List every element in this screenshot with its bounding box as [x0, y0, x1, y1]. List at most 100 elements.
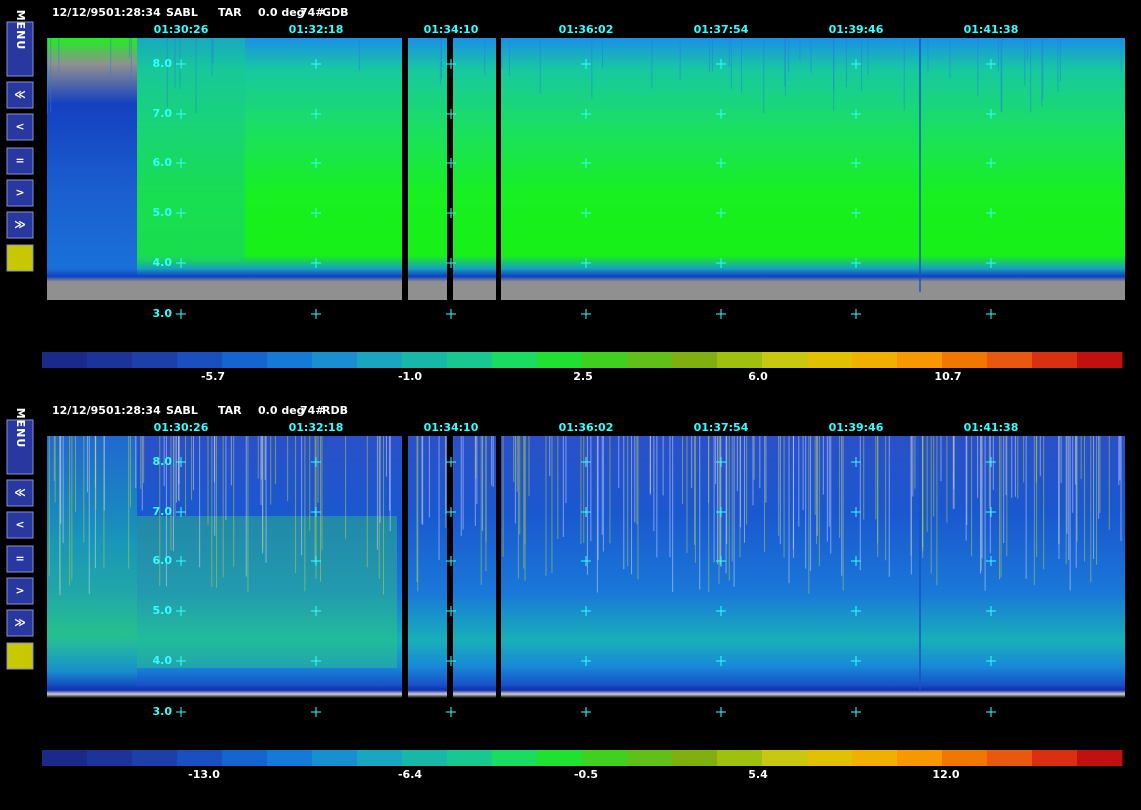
- nav-button-label[interactable]: =: [15, 154, 24, 167]
- time-label: 01:37:54: [694, 23, 749, 36]
- texture: [694, 436, 696, 563]
- nav-button-label[interactable]: <: [15, 518, 24, 531]
- texture: [765, 436, 767, 503]
- texture: [699, 436, 701, 590]
- texture: [75, 436, 77, 512]
- texture: [989, 436, 991, 554]
- altitude-label: 6.0: [153, 554, 173, 567]
- texture: [997, 38, 999, 73]
- texture: [669, 436, 671, 558]
- nav-button-label[interactable]: ≫: [14, 616, 26, 629]
- color-button[interactable]: [6, 642, 34, 670]
- profile-image: [47, 436, 1125, 698]
- altitude-label: 6.0: [153, 156, 173, 169]
- texture: [679, 38, 681, 80]
- nav-button[interactable]: [6, 511, 34, 539]
- texture: [314, 436, 316, 564]
- nav-button[interactable]: [6, 81, 34, 109]
- colorbar-cell: [627, 352, 673, 368]
- nav-button[interactable]: [6, 545, 34, 573]
- texture: [128, 436, 130, 569]
- header-angle: 0.0 deg: [258, 404, 305, 417]
- time-label: 01:37:54: [694, 421, 749, 434]
- texture: [841, 436, 843, 576]
- texture: [627, 436, 629, 567]
- nav-button-label[interactable]: =: [15, 552, 24, 565]
- texture: [979, 436, 981, 574]
- texture: [875, 436, 877, 520]
- nav-button-label[interactable]: ≪: [14, 88, 26, 101]
- texture: [728, 38, 730, 67]
- texture: [1066, 436, 1068, 534]
- altitude-label: 7.0: [153, 107, 173, 120]
- colorbar-cell: [447, 750, 493, 766]
- time-label: 01:30:26: [154, 23, 209, 36]
- colorbar-cell: [267, 750, 313, 766]
- texture: [320, 436, 322, 582]
- nav-button[interactable]: [6, 113, 34, 141]
- texture: [1014, 436, 1016, 497]
- nav-button[interactable]: [6, 147, 34, 175]
- altitude-label: 3.0: [153, 307, 173, 320]
- texture: [514, 436, 516, 524]
- texture: [83, 436, 85, 543]
- texture: [609, 436, 611, 544]
- texture: [1118, 436, 1120, 486]
- profile-edge: [919, 38, 921, 292]
- nav-button[interactable]: [6, 609, 34, 637]
- texture: [462, 436, 464, 530]
- colorbar-cell: [852, 352, 898, 368]
- nav-button-label[interactable]: >: [15, 186, 24, 199]
- header-time: 01:28:34: [106, 404, 161, 417]
- texture: [586, 436, 588, 575]
- texture: [475, 436, 477, 479]
- texture: [199, 436, 201, 568]
- texture: [1075, 436, 1077, 485]
- colorbar-cell: [987, 352, 1033, 368]
- nav-button-label[interactable]: ≫: [14, 218, 26, 231]
- texture: [274, 436, 276, 485]
- texture: [740, 38, 742, 93]
- nav-button[interactable]: [6, 577, 34, 605]
- nav-button[interactable]: [6, 479, 34, 507]
- texture: [539, 38, 541, 94]
- colorbar-cell: [492, 750, 538, 766]
- menu-label[interactable]: MENU: [14, 10, 27, 51]
- menu-label[interactable]: MENU: [14, 408, 27, 449]
- time-label: 01:36:02: [559, 421, 614, 434]
- nav-button[interactable]: [6, 179, 34, 207]
- texture: [662, 436, 664, 496]
- texture: [1023, 436, 1025, 483]
- texture: [1096, 436, 1098, 565]
- texture: [551, 436, 553, 573]
- texture: [1058, 436, 1060, 559]
- texture: [810, 436, 812, 571]
- texture: [759, 436, 761, 489]
- texture: [711, 38, 713, 72]
- texture: [264, 436, 266, 480]
- nav-button-label[interactable]: ≪: [14, 486, 26, 499]
- texture: [977, 436, 979, 498]
- altitude-label: 8.0: [153, 57, 173, 70]
- texture: [523, 436, 525, 569]
- color-button[interactable]: [6, 244, 34, 272]
- texture: [618, 436, 620, 489]
- texture: [649, 436, 651, 495]
- texture: [736, 436, 738, 492]
- texture: [528, 436, 530, 496]
- colorbar-cell: [357, 352, 403, 368]
- texture: [262, 436, 264, 549]
- nav-button[interactable]: [6, 211, 34, 239]
- texture: [808, 436, 810, 594]
- texture: [763, 38, 765, 114]
- time-label: 01:34:10: [424, 421, 479, 434]
- menu-button[interactable]: [6, 21, 34, 77]
- nav-button-label[interactable]: <: [15, 120, 24, 133]
- data-gap: [402, 436, 408, 698]
- menu-button[interactable]: [6, 419, 34, 475]
- colorbar-cell: [492, 352, 538, 368]
- colorbar-label: 12.0: [932, 768, 959, 781]
- nav-button-label[interactable]: >: [15, 584, 24, 597]
- time-label: 01:34:10: [424, 23, 479, 36]
- texture: [270, 436, 272, 505]
